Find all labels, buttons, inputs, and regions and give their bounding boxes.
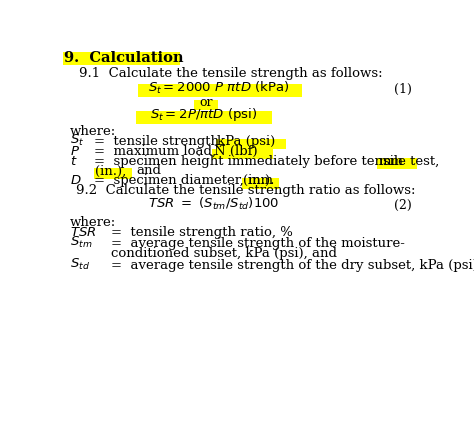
FancyBboxPatch shape — [212, 149, 273, 160]
Text: where:: where: — [70, 125, 117, 138]
FancyBboxPatch shape — [63, 53, 181, 66]
Text: $D$: $D$ — [70, 174, 82, 187]
FancyBboxPatch shape — [138, 85, 301, 98]
Text: where:: where: — [70, 215, 117, 228]
Text: $S_t = 2000\ P\ \pi tD\ \mathrm{(kPa)}$: $S_t = 2000\ P\ \pi tD\ \mathrm{(kPa)}$ — [148, 79, 290, 95]
Text: kPa (psi): kPa (psi) — [217, 135, 275, 147]
Text: mm: mm — [379, 154, 404, 167]
Text: $t$: $t$ — [70, 154, 78, 167]
Text: $S_t = 2P/\pi tD\ \mathrm{(psi)}$: $S_t = 2P/\pi tD\ \mathrm{(psi)}$ — [150, 105, 257, 122]
Text: $TSR$: $TSR$ — [70, 225, 97, 238]
Text: =  specimen diameter, mm: = specimen diameter, mm — [94, 174, 273, 187]
Text: 9.2  Calculate the tensile strength ratio as follows:: 9.2 Calculate the tensile strength ratio… — [76, 184, 415, 197]
Text: (in.).: (in.). — [243, 174, 274, 187]
FancyBboxPatch shape — [242, 179, 279, 189]
FancyBboxPatch shape — [194, 101, 218, 111]
FancyBboxPatch shape — [137, 112, 272, 124]
Text: $S_{tm}$: $S_{tm}$ — [70, 234, 93, 250]
Text: (2): (2) — [394, 199, 412, 212]
Text: N (lbf): N (lbf) — [213, 144, 257, 157]
Text: =  tensile strength ratio, %: = tensile strength ratio, % — [110, 225, 292, 238]
Text: =  maximum load,: = maximum load, — [94, 144, 216, 157]
Text: (1): (1) — [394, 83, 412, 95]
Text: $TSR\ =\ (S_{tm}/S_{td})100$: $TSR\ =\ (S_{tm}/S_{td})100$ — [148, 196, 279, 212]
Text: 9.  Calculation: 9. Calculation — [64, 51, 183, 65]
Text: $S_{td}$: $S_{td}$ — [70, 256, 90, 271]
Text: or: or — [200, 95, 213, 109]
Text: =  specimen height immediately before tensile test,: = specimen height immediately before ten… — [94, 154, 439, 167]
Text: 9.1  Calculate the tensile strength as follows:: 9.1 Calculate the tensile strength as fo… — [80, 67, 383, 80]
Text: (in.),: (in.), — [95, 164, 126, 177]
Text: $S_t$: $S_t$ — [70, 132, 84, 147]
Text: =  average tensile strength of the dry subset, kPa (psi).: = average tensile strength of the dry su… — [110, 259, 474, 271]
Text: conditioned subset, kPa (psi), and: conditioned subset, kPa (psi), and — [110, 247, 337, 259]
FancyBboxPatch shape — [216, 139, 286, 150]
Text: =  tensile strength,: = tensile strength, — [94, 135, 223, 147]
Text: $P$: $P$ — [70, 144, 80, 157]
Text: =  average tensile strength of the moisture-: = average tensile strength of the moistu… — [110, 236, 404, 250]
FancyBboxPatch shape — [94, 169, 132, 179]
Text: and: and — [137, 164, 161, 177]
FancyBboxPatch shape — [377, 159, 417, 170]
